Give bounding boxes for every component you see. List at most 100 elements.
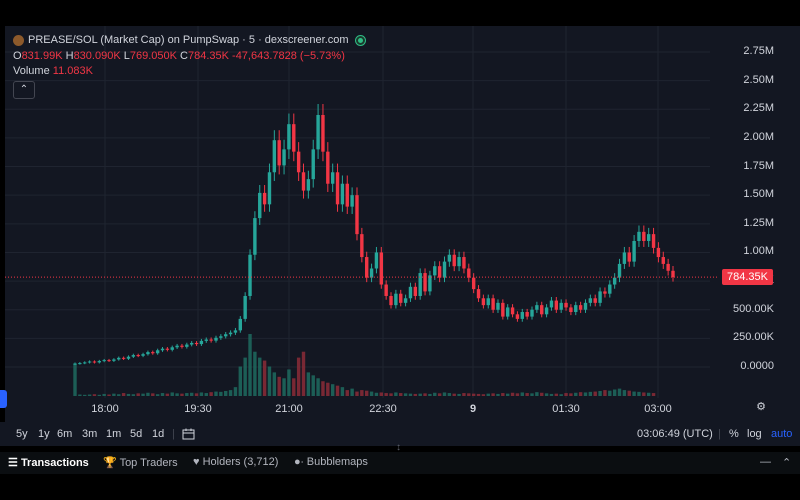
candle-body <box>447 254 452 262</box>
range-1m-button[interactable]: 1m <box>106 428 122 440</box>
candle-body <box>379 252 383 285</box>
volume-bar <box>491 393 495 396</box>
candle-body <box>243 295 247 319</box>
volume-bar <box>651 393 656 396</box>
candle-body <box>452 254 456 267</box>
range-1y-button[interactable]: 1y <box>38 428 50 440</box>
candle-body <box>330 172 335 184</box>
candle-body <box>102 360 106 362</box>
collapse-legend-button[interactable]: ⌃ <box>13 81 35 99</box>
volume-bar <box>277 376 281 396</box>
volume-bar <box>369 391 374 396</box>
candle-body <box>428 275 432 292</box>
candle-body <box>73 363 77 365</box>
tab-top-traders-label: Top Traders <box>119 457 178 469</box>
candle-body <box>238 318 243 331</box>
candle-body <box>540 305 544 315</box>
x-tick-label: 01:30 <box>552 403 580 415</box>
resize-handle-icon[interactable]: ↕ <box>396 442 401 453</box>
candle-body <box>258 192 262 219</box>
volume-bar <box>253 351 257 396</box>
candle-body <box>408 286 413 299</box>
double-chevron-up-icon[interactable]: ⌃ <box>782 457 792 469</box>
candle-body <box>219 336 223 338</box>
candle-body <box>92 361 97 363</box>
candle-body <box>646 234 651 241</box>
calendar-icon[interactable] <box>182 428 195 443</box>
ohlc-row: O831.99K H830.090K L769.050K C784.35K -4… <box>13 50 345 62</box>
range-6m-button[interactable]: 6m <box>57 428 73 440</box>
chart-panel[interactable]: PREASE/SOL (Market Cap) on PumpSwap · 5 … <box>5 26 800 446</box>
range-1d-button[interactable]: 1d <box>152 428 165 440</box>
volume-bar <box>598 390 602 396</box>
percent-toggle[interactable]: % <box>729 428 739 440</box>
tab-top-traders[interactable]: 🏆 Top Traders <box>103 456 178 469</box>
candle-body <box>403 298 408 303</box>
range-3m-button[interactable]: 3m <box>82 428 98 440</box>
toolbar-divider: | <box>172 428 175 440</box>
volume-bar <box>335 385 340 396</box>
volume-bar <box>306 372 311 396</box>
volume-bar <box>457 393 461 396</box>
candle-body <box>603 291 607 294</box>
candle-body <box>272 140 277 173</box>
minus-icon[interactable]: — <box>760 456 771 468</box>
high-value: 830.090K <box>73 50 121 62</box>
volume-bar <box>73 363 77 396</box>
candle-body <box>651 234 656 248</box>
candle-body <box>578 305 583 310</box>
volume-bar <box>170 392 174 396</box>
candle-body <box>515 314 520 319</box>
tab-transactions[interactable]: ☰ Transactions <box>8 456 89 469</box>
candle-body <box>661 257 665 264</box>
candle-body <box>423 273 427 292</box>
volume-bar <box>287 369 291 396</box>
auto-toggle[interactable]: auto <box>771 428 793 440</box>
range-5y-button[interactable]: 5y <box>16 428 28 440</box>
candle-body <box>185 344 189 347</box>
volume-bar <box>481 394 486 396</box>
y-tick-label: 2.25M <box>743 102 774 115</box>
chart-canvas[interactable] <box>5 26 800 422</box>
volume-bar <box>282 378 286 396</box>
settings-gear-icon[interactable]: ⚙ <box>756 401 766 413</box>
volume-bar <box>131 394 136 396</box>
volume-bar <box>214 391 218 396</box>
volume-bar <box>258 357 262 396</box>
utc-clock: 03:06:49 (UTC) <box>637 428 713 440</box>
candle-body <box>617 263 622 278</box>
volume-bar <box>433 392 437 396</box>
candle-body <box>340 183 345 205</box>
y-tick-label: 1.25M <box>743 216 774 229</box>
candle-body <box>593 298 597 303</box>
volume-bar <box>365 390 369 396</box>
candle-body <box>345 183 349 207</box>
tab-holders[interactable]: ♥ Holders (3,712) <box>193 456 278 468</box>
tab-bubblemaps[interactable]: ●∙ Bubblemaps <box>294 456 368 468</box>
candle-body <box>253 218 257 255</box>
candle-body <box>544 307 549 315</box>
candle-body <box>194 342 199 345</box>
close-value: 784.35K <box>187 50 229 62</box>
log-toggle[interactable]: log <box>747 428 762 440</box>
candle-body <box>214 337 218 341</box>
volume-bar <box>544 393 549 396</box>
volume-bar <box>126 393 131 396</box>
volume-bar <box>646 392 651 396</box>
left-panel-handle[interactable] <box>0 390 7 408</box>
y-tick-label: 250.00K <box>733 331 774 344</box>
candle-body <box>535 305 539 310</box>
y-tick-label: 0.0000 <box>740 360 774 372</box>
heart-icon: ♥ <box>193 456 200 468</box>
candle-body <box>437 266 442 278</box>
candle-body <box>277 140 281 166</box>
volume-bar <box>209 392 213 396</box>
trophy-icon: 🏆 <box>103 457 117 469</box>
low-label: L <box>123 50 130 62</box>
x-tick-label: 22:30 <box>369 403 397 415</box>
volume-bar <box>525 393 529 396</box>
range-5d-button[interactable]: 5d <box>130 428 143 440</box>
volume-bar <box>617 388 622 396</box>
candle-body <box>121 357 126 359</box>
volume-bar <box>423 393 427 396</box>
